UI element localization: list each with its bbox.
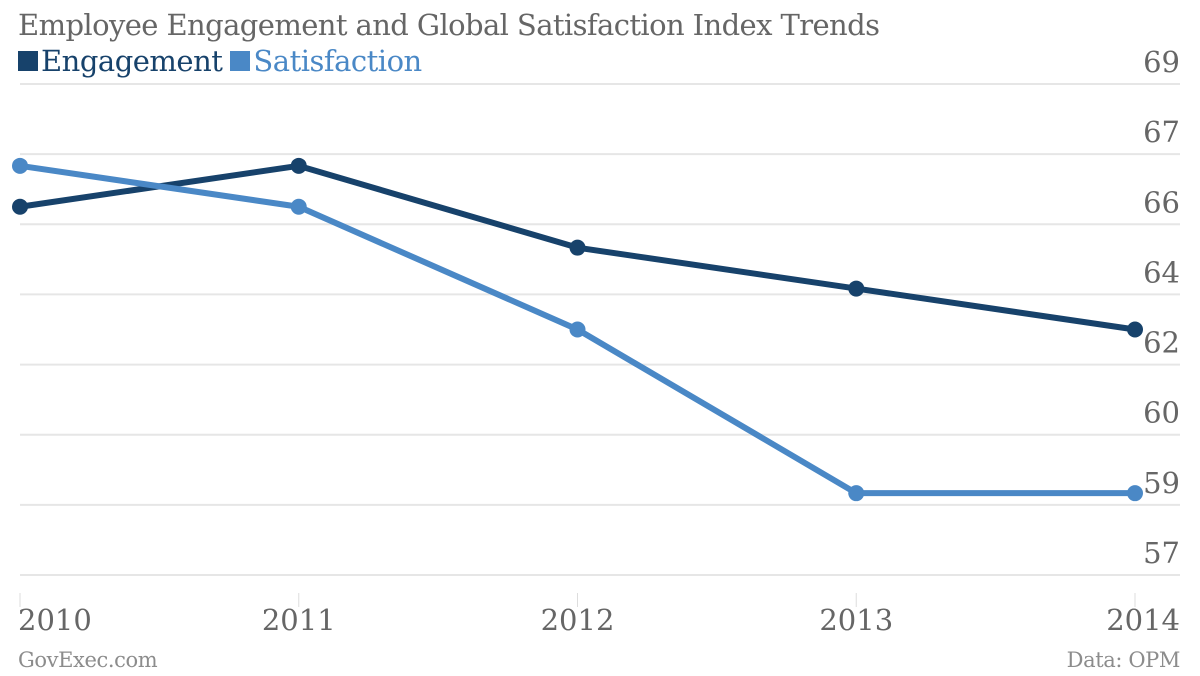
y-tick-label: 67	[1143, 115, 1180, 149]
data-point-satisfaction	[569, 321, 586, 338]
y-tick-label: 62	[1143, 326, 1180, 360]
data-point-engagement	[290, 157, 307, 174]
legend-swatch-satisfaction	[230, 51, 251, 71]
x-tick-label: 2010	[18, 603, 92, 637]
legend: Engagement Satisfaction	[18, 44, 430, 78]
y-tick-label: 64	[1143, 255, 1180, 289]
legend-item-satisfaction: Satisfaction	[230, 44, 422, 78]
data-point-satisfaction	[1127, 485, 1143, 502]
x-axis: 2010 2011 2012 2013 2014	[18, 593, 1180, 637]
y-tick-label: 60	[1143, 396, 1180, 430]
y-tick-label: 59	[1143, 466, 1180, 500]
data-point-satisfaction	[848, 485, 865, 502]
y-tick-label: 69	[1143, 45, 1180, 79]
y-axis: 57 59 60 62 64 66 67 69	[1143, 45, 1180, 570]
credit-site: GovExec.com	[18, 648, 158, 672]
y-tick-label: 57	[1143, 536, 1180, 570]
series-group	[12, 157, 1143, 502]
x-tick-label: 2011	[262, 603, 336, 637]
y-tick-label: 66	[1143, 185, 1180, 219]
legend-label-engagement: Engagement	[41, 44, 223, 78]
legend-swatch-engagement	[18, 51, 38, 71]
credit-data-source: Data: OPM	[1066, 648, 1181, 672]
data-point-engagement	[848, 280, 865, 297]
legend-label-satisfaction: Satisfaction	[253, 44, 422, 78]
data-point-engagement	[569, 239, 586, 256]
data-point-satisfaction	[12, 157, 28, 174]
data-point-engagement	[12, 198, 28, 215]
gridlines	[20, 83, 1180, 576]
chart-title: Employee Engagement and Global Satisfact…	[18, 8, 880, 42]
x-tick-label: 2012	[541, 603, 615, 637]
x-tick-label: 2013	[819, 603, 893, 637]
data-point-engagement	[1127, 321, 1143, 338]
data-point-satisfaction	[290, 198, 307, 215]
legend-item-engagement: Engagement	[18, 44, 223, 78]
x-tick-label: 2014	[1106, 603, 1180, 637]
